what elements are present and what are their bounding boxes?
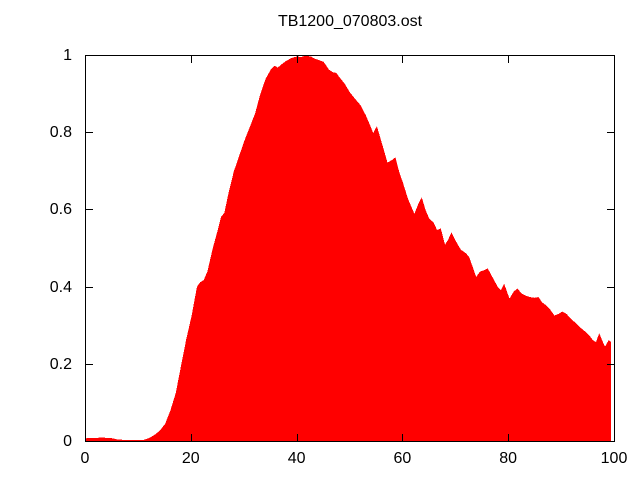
x-tick-mark-bottom bbox=[190, 434, 192, 441]
y-tick-label: 0.4 bbox=[49, 278, 72, 296]
x-tick-mark-bottom bbox=[614, 434, 615, 441]
y-tick-mark-left bbox=[86, 441, 93, 442]
y-tick-mark-left bbox=[86, 55, 93, 56]
x-tick-mark-bottom bbox=[402, 434, 404, 441]
y-tick-label: 1 bbox=[63, 47, 72, 64]
x-tick-label: 40 bbox=[287, 450, 306, 467]
x-tick-label: 0 bbox=[80, 450, 90, 467]
y-tick-mark-left bbox=[86, 132, 93, 134]
x-tick-mark-top bbox=[614, 56, 615, 63]
x-tick-mark-bottom bbox=[85, 434, 86, 441]
y-tick-label: 0.2 bbox=[49, 355, 72, 373]
y-tick-mark-right bbox=[607, 286, 614, 288]
y-tick-mark-left bbox=[86, 363, 93, 365]
x-tick-mark-bottom bbox=[296, 434, 298, 441]
y-tick-mark-left bbox=[86, 286, 93, 288]
y-tick-mark-right bbox=[607, 363, 614, 365]
x-tick-mark-top bbox=[296, 56, 298, 63]
x-tick-label: 80 bbox=[499, 450, 518, 467]
x-tick-label: 100 bbox=[600, 450, 628, 467]
x-tick-mark-bottom bbox=[508, 434, 510, 441]
x-tick-mark-top bbox=[402, 56, 404, 63]
x-tick-mark-top bbox=[508, 56, 510, 63]
y-tick-mark-right bbox=[607, 441, 614, 442]
y-tick-mark-left bbox=[86, 209, 93, 211]
y-tick-mark-right bbox=[607, 209, 614, 211]
area-series-plot bbox=[86, 56, 611, 441]
y-tick-label: 0.8 bbox=[49, 124, 72, 142]
area-series-polygon bbox=[86, 56, 611, 441]
chart-title: TB1200_070803.ost bbox=[277, 13, 423, 30]
x-tick-label: 20 bbox=[181, 450, 200, 467]
y-tick-label: 0 bbox=[63, 433, 72, 450]
y-tick-mark-right bbox=[607, 132, 614, 134]
x-tick-label: 60 bbox=[393, 450, 412, 467]
y-tick-label: 0.6 bbox=[49, 201, 72, 219]
x-tick-mark-top bbox=[85, 56, 86, 63]
y-tick-mark-right bbox=[607, 55, 614, 56]
x-tick-mark-top bbox=[190, 56, 192, 63]
